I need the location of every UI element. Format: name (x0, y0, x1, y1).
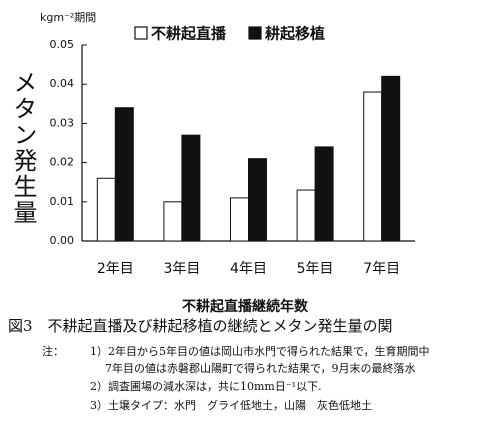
x-tick-label: 2年目 (97, 261, 134, 277)
bar (96, 177, 116, 242)
y-tick-label: 0.04 (50, 77, 75, 90)
x-axis-label: 不耕起直播継続年数 (182, 298, 309, 315)
x-tick-label: 7年目 (363, 261, 400, 277)
y-tick-label: 0.02 (50, 156, 75, 169)
bar (381, 75, 401, 242)
bar (296, 189, 316, 242)
caption: 図3 不耕起直播及び耕起移植の継続とメタン発生量の関 (8, 317, 393, 335)
y-tick-label: 0.00 (50, 234, 75, 247)
bar (163, 201, 183, 242)
bar (363, 91, 383, 242)
y-axis-label: メタン発生量 (9, 70, 37, 226)
bar (114, 107, 134, 242)
x-tick-label: 5年目 (297, 261, 334, 277)
y-unit: kgm⁻²期間 (40, 11, 96, 24)
bar (248, 158, 267, 242)
y-tick-label: 0.05 (50, 38, 75, 51)
legend-swatch (134, 26, 148, 40)
bar (181, 134, 201, 242)
y-tick-label: 0.01 (50, 195, 75, 208)
x-tick-label: 4年目 (230, 261, 267, 277)
note: 2）調査圃場の減水深は，共に10mm日⁻¹以下. (90, 379, 322, 393)
note: 3）土壌タイプ：水門 グライ低地土，山陽 灰色低地土 (90, 398, 372, 412)
legend-label: 耕起移植 (265, 25, 325, 43)
x-tick-label: 3年目 (163, 261, 200, 277)
note: 7年目の値は赤磐郡山陽町で得られた結果で，9月末の最終落水 (105, 361, 416, 375)
note: 1）2年目から5年目の値は岡山市水門で得られた結果で，生育期間中 (90, 344, 430, 358)
y-tick-label: 0.03 (50, 116, 75, 129)
legend-swatch (248, 26, 262, 40)
bar (230, 197, 249, 242)
notes-label: 注： (42, 344, 64, 358)
legend-label: 不耕起直播 (151, 25, 227, 43)
bar (314, 146, 334, 242)
